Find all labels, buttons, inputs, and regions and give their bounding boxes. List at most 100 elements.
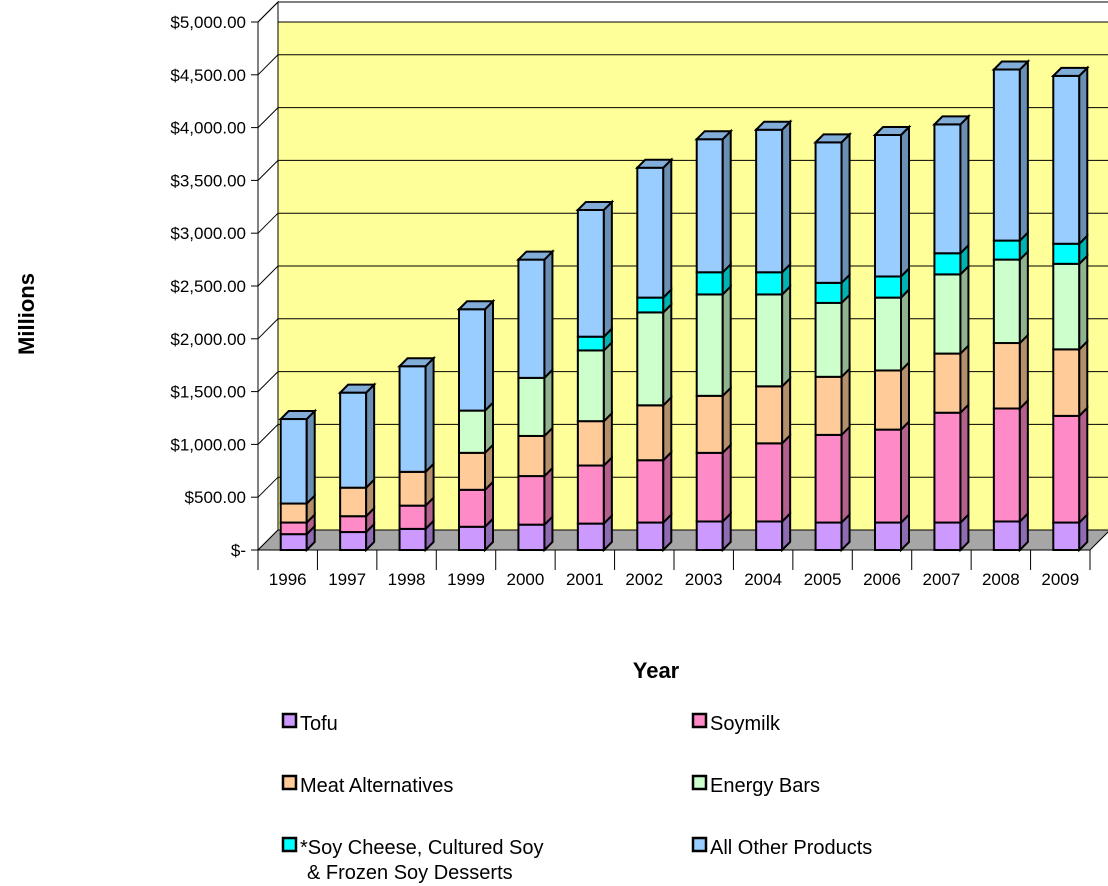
bar-side (543, 367, 554, 439)
bar-segment (398, 495, 435, 532)
bar-front (636, 311, 665, 407)
bar-front (992, 520, 1021, 551)
bar-side (602, 340, 613, 424)
bar-segment (636, 449, 673, 525)
bar-side (1078, 253, 1089, 352)
bar-segment (755, 432, 792, 524)
y-tick-label: $3,500.00 (170, 171, 246, 190)
bar-side (840, 424, 851, 525)
bar-segment (695, 511, 732, 553)
bar-side (781, 284, 792, 389)
bar-front (814, 375, 843, 436)
bar-top (932, 115, 971, 126)
bar-segment (517, 367, 554, 439)
bar-segment (339, 382, 376, 491)
bar-segment (1052, 65, 1089, 247)
bar-segment (576, 455, 613, 527)
legend: Tofu Soymilk Meat Alternatives Energy Bars *… (281, 712, 872, 884)
bar-side (305, 408, 316, 506)
bar-segment (874, 360, 910, 433)
legend-item: Meat Alternatives (281, 774, 453, 797)
y-tick-label: $1,500.00 (170, 383, 246, 402)
bar-side (1018, 59, 1029, 244)
bar-front (695, 138, 724, 274)
bar-segment (874, 419, 910, 525)
legend-label: *Soy Cheese, Cultured Soy (300, 837, 543, 859)
bar-front (339, 531, 368, 551)
x-tick-label: 1996 (269, 570, 307, 589)
y-tick-label: $- (231, 541, 246, 560)
bar-front (874, 275, 902, 299)
bar-front (814, 433, 843, 524)
bar-top (991, 60, 1031, 71)
bar-side (840, 131, 851, 286)
bar-front (398, 527, 427, 552)
y-tick-label: $2,000.00 (170, 330, 246, 349)
bar-side (721, 442, 732, 524)
bar-side (781, 119, 792, 275)
y-tick-label: $1,000.00 (170, 435, 246, 454)
bar-segment (458, 298, 494, 414)
bar-segment (992, 332, 1029, 411)
bar-top (516, 250, 555, 261)
bar-segment (814, 292, 851, 380)
bar-side (1018, 249, 1029, 346)
legend-item: Soymilk (691, 712, 781, 735)
x-tick-label: 2003 (685, 570, 723, 589)
bar-side (781, 432, 792, 524)
bar-side (1078, 338, 1089, 419)
bar-front (695, 293, 724, 397)
bar-side (721, 284, 732, 399)
bar-segment (636, 157, 673, 301)
bar-front (695, 271, 724, 296)
bar-top (337, 383, 377, 394)
bar-top (575, 200, 615, 211)
x-tick-label: 2005 (804, 570, 842, 589)
legend-item: *Soy Cheese, Cultured Soy & Frozen Soy De… (281, 836, 543, 884)
bar-side (959, 263, 970, 356)
bar-front (517, 434, 546, 478)
bar-front (933, 273, 962, 355)
bar-segment (992, 59, 1029, 244)
bar-side (662, 394, 673, 463)
legend-item: All Other Products (691, 836, 872, 859)
bar-front (755, 385, 784, 445)
bar-front (458, 488, 486, 528)
y-tick-labels: $- $500.00 $1,000.00 $1,500.00 $2,000.00 $2,5… (170, 13, 1090, 560)
legend-label: & Frozen Soy Desserts (307, 862, 513, 884)
bar-side (602, 455, 613, 527)
bar-front (814, 281, 843, 304)
bar-front (636, 296, 665, 314)
bar-front (933, 521, 962, 552)
bar-front (1052, 521, 1081, 552)
bar-side (840, 366, 851, 438)
bar-segment (1052, 253, 1089, 352)
bar-top (456, 300, 496, 311)
bar-front (458, 409, 486, 454)
bar-segment (636, 394, 673, 463)
bar-segment (576, 199, 613, 340)
bar-segment (755, 261, 792, 297)
gridline (257, 1, 1108, 23)
legend-swatch (281, 712, 298, 729)
bar-front (874, 428, 902, 524)
bar-side (1078, 65, 1089, 247)
x-tick-label: 2002 (625, 570, 663, 589)
bar-segment (517, 249, 554, 381)
bar-side (543, 249, 554, 381)
bar-segment (933, 263, 970, 356)
bar-front (1052, 74, 1081, 245)
bar-top (813, 133, 852, 144)
bars (278, 59, 1090, 553)
x-axis-title: Year (633, 658, 680, 683)
legend-label: All Other Products (710, 837, 872, 859)
x-tick-label: 2007 (923, 570, 961, 589)
bar-segment (814, 366, 851, 438)
bar-side (1078, 405, 1089, 525)
bar-front (1052, 414, 1081, 524)
bar-front (695, 394, 724, 454)
bar-front (992, 68, 1021, 242)
bar-segment (695, 284, 732, 399)
bar-front (339, 515, 368, 534)
